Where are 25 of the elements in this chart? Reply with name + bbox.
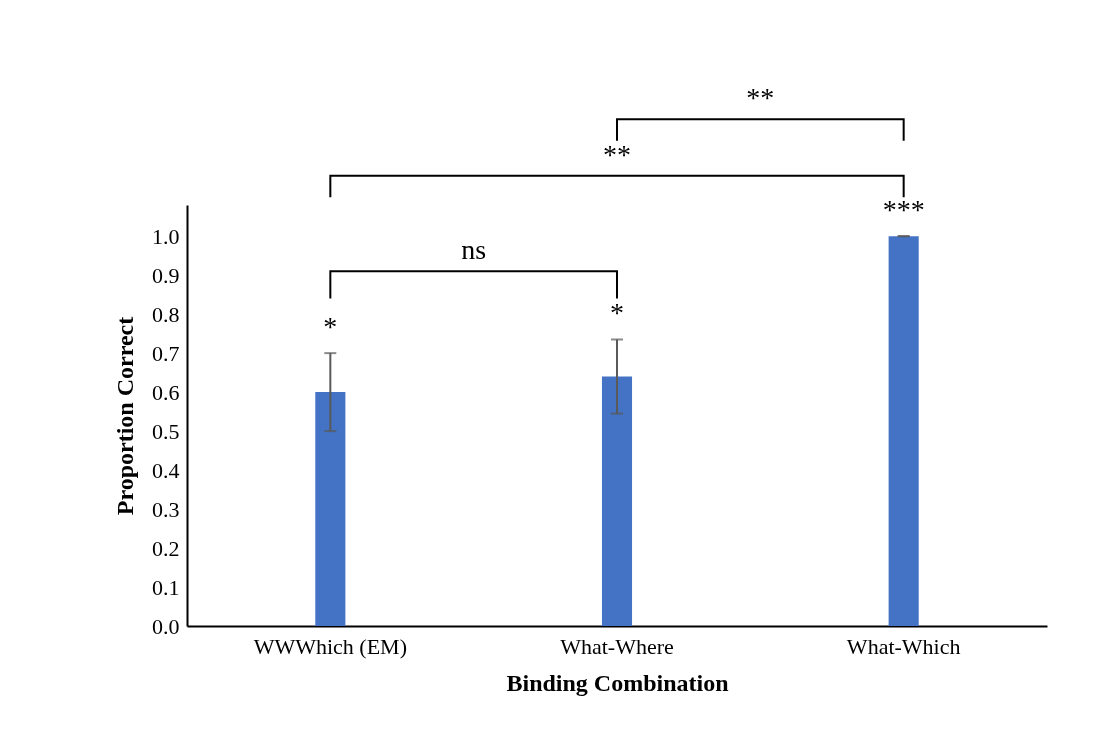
y-tick-label: 0.1 [152,574,180,600]
y-tick-label: 0.2 [152,535,180,561]
y-tick-label: 1.0 [152,223,180,249]
x-axis-title: Binding Combination [506,669,729,696]
y-tick-label: 0.6 [152,379,180,405]
annotation: *** [882,193,925,225]
bar [315,392,346,626]
x-tick-label: WWWhich (EM) [253,633,407,659]
annotation: * [323,310,338,342]
annotation: * [610,297,624,329]
y-axis-title: Proportion Correct [112,316,138,516]
y-tick-label: 0.4 [152,457,180,483]
y-tick-label: 0.8 [152,301,180,327]
y-tick-label: 0.9 [152,262,180,288]
text: ** [603,138,631,170]
x-tick-label: What-Which [846,633,961,659]
text: ** [746,82,775,114]
annotation: ns [461,234,487,266]
bar [888,236,919,626]
y-tick-label: 0.0 [152,613,180,639]
y-tick-label: 0.5 [152,418,180,444]
y-tick-label: 0.3 [152,496,180,522]
x-tick-label: What-Where [560,633,674,659]
bar [601,376,633,626]
y-tick-label: 0.7 [152,340,180,366]
